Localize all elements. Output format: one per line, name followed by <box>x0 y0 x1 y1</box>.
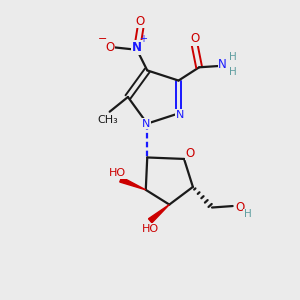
Polygon shape <box>120 177 146 190</box>
Text: N: N <box>218 58 227 71</box>
Text: O: O <box>136 15 145 28</box>
Text: O: O <box>185 146 195 160</box>
Text: H: H <box>244 209 252 219</box>
Text: −: − <box>98 34 107 44</box>
Text: N: N <box>132 41 142 54</box>
Text: N: N <box>142 118 150 129</box>
Text: +: + <box>140 34 147 44</box>
Polygon shape <box>148 205 169 223</box>
Text: O: O <box>190 32 199 45</box>
Text: N: N <box>176 110 184 120</box>
Text: HO: HO <box>109 168 126 178</box>
Text: H: H <box>229 52 236 62</box>
Text: O: O <box>105 41 115 54</box>
Text: CH₃: CH₃ <box>98 115 118 125</box>
Text: HO: HO <box>142 224 159 234</box>
Text: H: H <box>229 67 236 77</box>
Text: O: O <box>236 201 244 214</box>
